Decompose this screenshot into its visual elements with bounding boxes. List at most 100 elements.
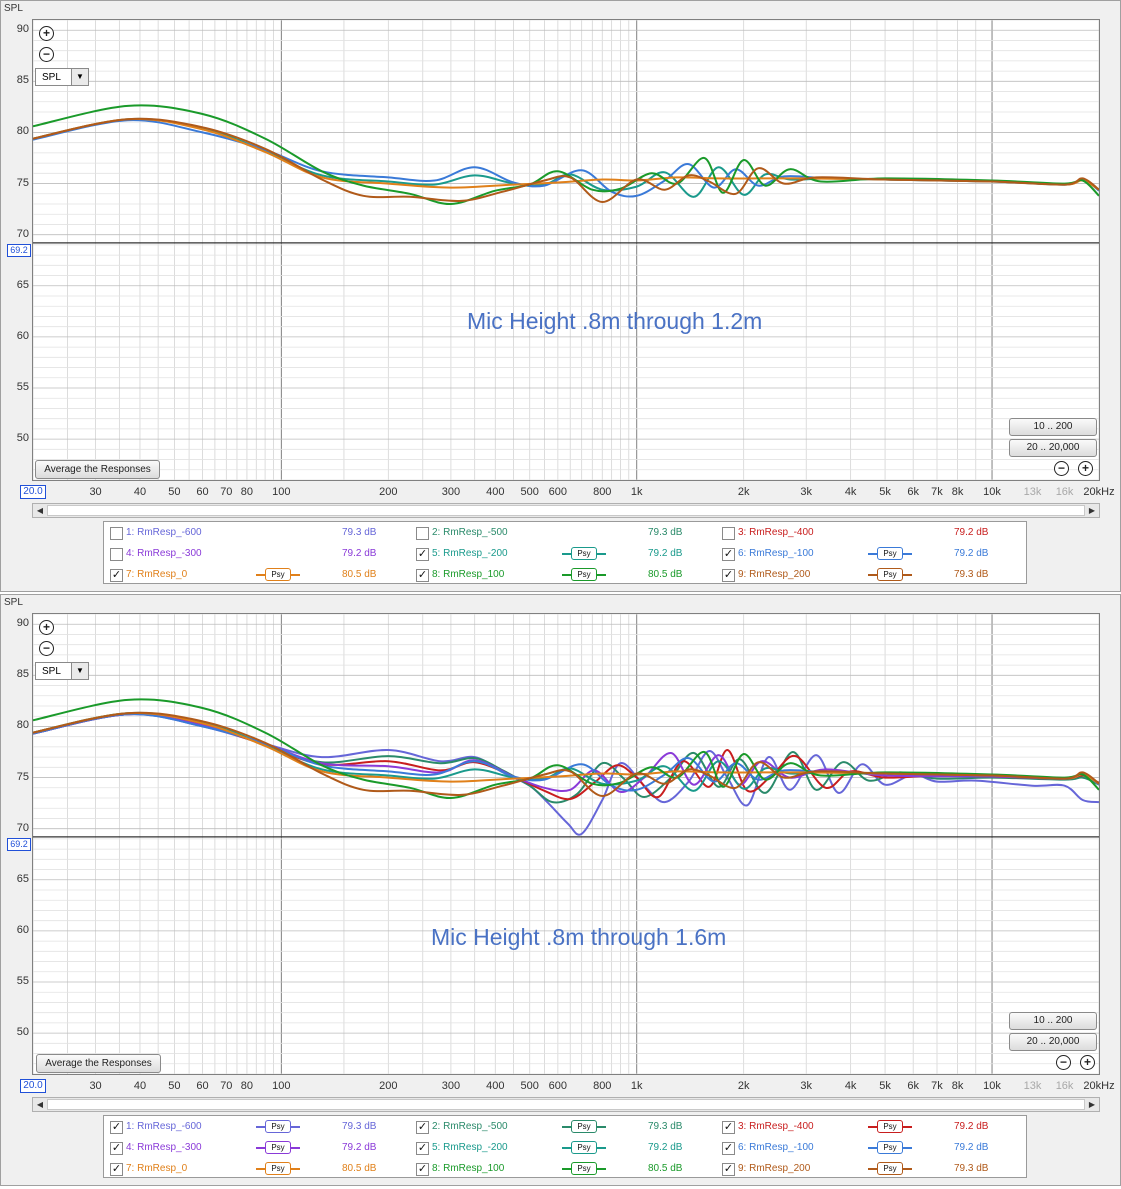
psy-smoothing-toggle[interactable]: Psy xyxy=(256,568,300,581)
zoom-out-icon[interactable]: − xyxy=(39,641,54,656)
series-name[interactable]: 4: RmResp_-300 xyxy=(126,548,202,559)
scrollbar-thumb[interactable] xyxy=(47,1099,1085,1110)
scroll-right-icon[interactable]: ▶ xyxy=(1088,1100,1096,1109)
graph-type-select[interactable]: SPL ▼ xyxy=(35,68,89,86)
chevron-down-icon[interactable]: ▼ xyxy=(71,69,88,85)
scroll-left-icon[interactable]: ◀ xyxy=(36,506,44,515)
series-name[interactable]: 8: RmResp_100 xyxy=(432,569,505,580)
series-checkbox[interactable]: ✓ xyxy=(722,1121,735,1134)
x-tick-label: 800 xyxy=(593,1080,612,1092)
average-responses-button[interactable]: Average the Responses xyxy=(35,460,160,479)
x-start-field[interactable]: 20.0 xyxy=(20,1079,46,1093)
range-20-20000-button[interactable]: 20 .. 20,000 xyxy=(1009,439,1097,457)
psy-smoothing-toggle[interactable]: Psy xyxy=(868,547,912,560)
x-zoom-out-icon[interactable]: − xyxy=(1054,461,1069,476)
y-tick-label: 70 xyxy=(16,821,29,834)
series-name[interactable]: 2: RmResp_-500 xyxy=(432,1121,508,1132)
grid xyxy=(33,614,1099,1074)
chevron-down-icon[interactable]: ▼ xyxy=(71,663,88,679)
x-zoom-out-icon[interactable]: − xyxy=(1056,1055,1071,1070)
psy-smoothing-toggle[interactable]: Psy xyxy=(562,1162,606,1175)
series-name[interactable]: 3: RmResp_-400 xyxy=(738,527,814,538)
x-tick-label: 50 xyxy=(168,1080,181,1092)
series-name[interactable]: 8: RmResp_100 xyxy=(432,1163,505,1174)
scrollbar-thumb[interactable] xyxy=(47,505,1085,516)
series-name[interactable]: 1: RmResp_-600 xyxy=(126,1121,202,1132)
y-tick-label: 70 xyxy=(16,227,29,240)
y-tick-label: 50 xyxy=(16,1026,29,1039)
x-tick-label: 50 xyxy=(168,486,181,498)
series-name[interactable]: 6: RmResp_-100 xyxy=(738,1142,814,1153)
spl-graph[interactable]: + − SPL ▼ Mic Height .8m through 1.6m Ave… xyxy=(32,613,1100,1075)
series-name[interactable]: 7: RmResp_0 xyxy=(126,1163,188,1174)
zoom-in-icon[interactable]: + xyxy=(39,620,54,635)
x-zoom-in-icon[interactable]: + xyxy=(1080,1055,1095,1070)
range-20-20000-button[interactable]: 20 .. 20,000 xyxy=(1009,1033,1097,1051)
zoom-in-icon[interactable]: + xyxy=(39,26,54,41)
overlay-title: Mic Height .8m through 1.6m xyxy=(431,924,727,950)
series-name[interactable]: 6: RmResp_-100 xyxy=(738,548,814,559)
average-responses-button[interactable]: Average the Responses xyxy=(36,1054,161,1073)
x-zoom-in-icon[interactable]: + xyxy=(1078,461,1093,476)
psy-smoothing-toggle[interactable]: Psy xyxy=(562,568,606,581)
zoom-out-icon[interactable]: − xyxy=(39,47,54,62)
psy-smoothing-toggle[interactable]: Psy xyxy=(256,1162,300,1175)
horizontal-scrollbar[interactable]: ◀ ▶ xyxy=(32,503,1100,518)
x-tick-label: 30 xyxy=(89,486,102,498)
series-checkbox[interactable] xyxy=(110,548,123,561)
series-name[interactable]: 5: RmResp_-200 xyxy=(432,548,508,559)
series-checkbox[interactable]: ✓ xyxy=(110,1163,123,1176)
y-marker-label[interactable]: 69.2 xyxy=(7,244,31,257)
psy-smoothing-toggle[interactable]: Psy xyxy=(868,568,912,581)
series-checkbox[interactable]: ✓ xyxy=(416,1121,429,1134)
series-checkbox[interactable]: ✓ xyxy=(416,1142,429,1155)
y-tick-label: 80 xyxy=(16,125,29,138)
series-name[interactable]: 1: RmResp_-600 xyxy=(126,527,202,538)
series-checkbox[interactable]: ✓ xyxy=(722,1142,735,1155)
series-checkbox[interactable]: ✓ xyxy=(110,1142,123,1155)
series-name[interactable]: 5: RmResp_-200 xyxy=(432,1142,508,1153)
x-tick-label: 6k xyxy=(907,1080,920,1092)
series-checkbox[interactable]: ✓ xyxy=(722,548,735,561)
x-tick-label: 500 xyxy=(520,1080,539,1092)
psy-smoothing-toggle[interactable]: Psy xyxy=(256,1141,300,1154)
series-checkbox[interactable]: ✓ xyxy=(722,569,735,582)
series-value: 80.5 dB xyxy=(648,569,683,580)
series-name[interactable]: 4: RmResp_-300 xyxy=(126,1142,202,1153)
series-checkbox[interactable]: ✓ xyxy=(110,569,123,582)
series-checkbox[interactable]: ✓ xyxy=(110,1121,123,1134)
series-name[interactable]: 9: RmResp_200 xyxy=(738,1163,811,1174)
series-name[interactable]: 9: RmResp_200 xyxy=(738,569,811,580)
psy-smoothing-toggle[interactable]: Psy xyxy=(256,1120,300,1133)
graph-type-select[interactable]: SPL ▼ xyxy=(35,662,89,680)
scroll-left-icon[interactable]: ◀ xyxy=(36,1100,44,1109)
x-tick-label: 400 xyxy=(486,486,505,498)
series-value: 79.3 dB xyxy=(648,1121,683,1132)
series-name[interactable]: 2: RmResp_-500 xyxy=(432,527,508,538)
psy-smoothing-toggle[interactable]: Psy xyxy=(562,547,606,560)
range-10-200-button[interactable]: 10 .. 200 xyxy=(1009,418,1097,436)
y-axis-title: SPL xyxy=(4,597,23,608)
x-start-field[interactable]: 20.0 xyxy=(20,485,46,499)
series-checkbox[interactable] xyxy=(722,527,735,540)
psy-smoothing-toggle[interactable]: Psy xyxy=(868,1162,912,1175)
series-checkbox[interactable]: ✓ xyxy=(722,1163,735,1176)
series-checkbox[interactable]: ✓ xyxy=(416,1163,429,1176)
psy-smoothing-toggle[interactable]: Psy xyxy=(868,1141,912,1154)
y-marker-label[interactable]: 69.2 xyxy=(7,838,31,851)
series-name[interactable]: 7: RmResp_0 xyxy=(126,569,188,580)
series-name[interactable]: 3: RmResp_-400 xyxy=(738,1121,814,1132)
scroll-right-icon[interactable]: ▶ xyxy=(1088,506,1096,515)
psy-smoothing-toggle[interactable]: Psy xyxy=(868,1120,912,1133)
series-checkbox[interactable] xyxy=(110,527,123,540)
series-checkbox[interactable]: ✓ xyxy=(416,548,429,561)
y-tick-label: 75 xyxy=(16,176,29,189)
range-10-200-button[interactable]: 10 .. 200 xyxy=(1009,1012,1097,1030)
spl-graph[interactable]: + − SPL ▼ Mic Height .8m through 1.2m Ave… xyxy=(32,19,1100,481)
psy-smoothing-toggle[interactable]: Psy xyxy=(562,1120,606,1133)
series-checkbox[interactable] xyxy=(416,527,429,540)
horizontal-scrollbar[interactable]: ◀ ▶ xyxy=(32,1097,1100,1112)
y-tick-label: 60 xyxy=(16,329,29,342)
psy-smoothing-toggle[interactable]: Psy xyxy=(562,1141,606,1154)
series-checkbox[interactable]: ✓ xyxy=(416,569,429,582)
